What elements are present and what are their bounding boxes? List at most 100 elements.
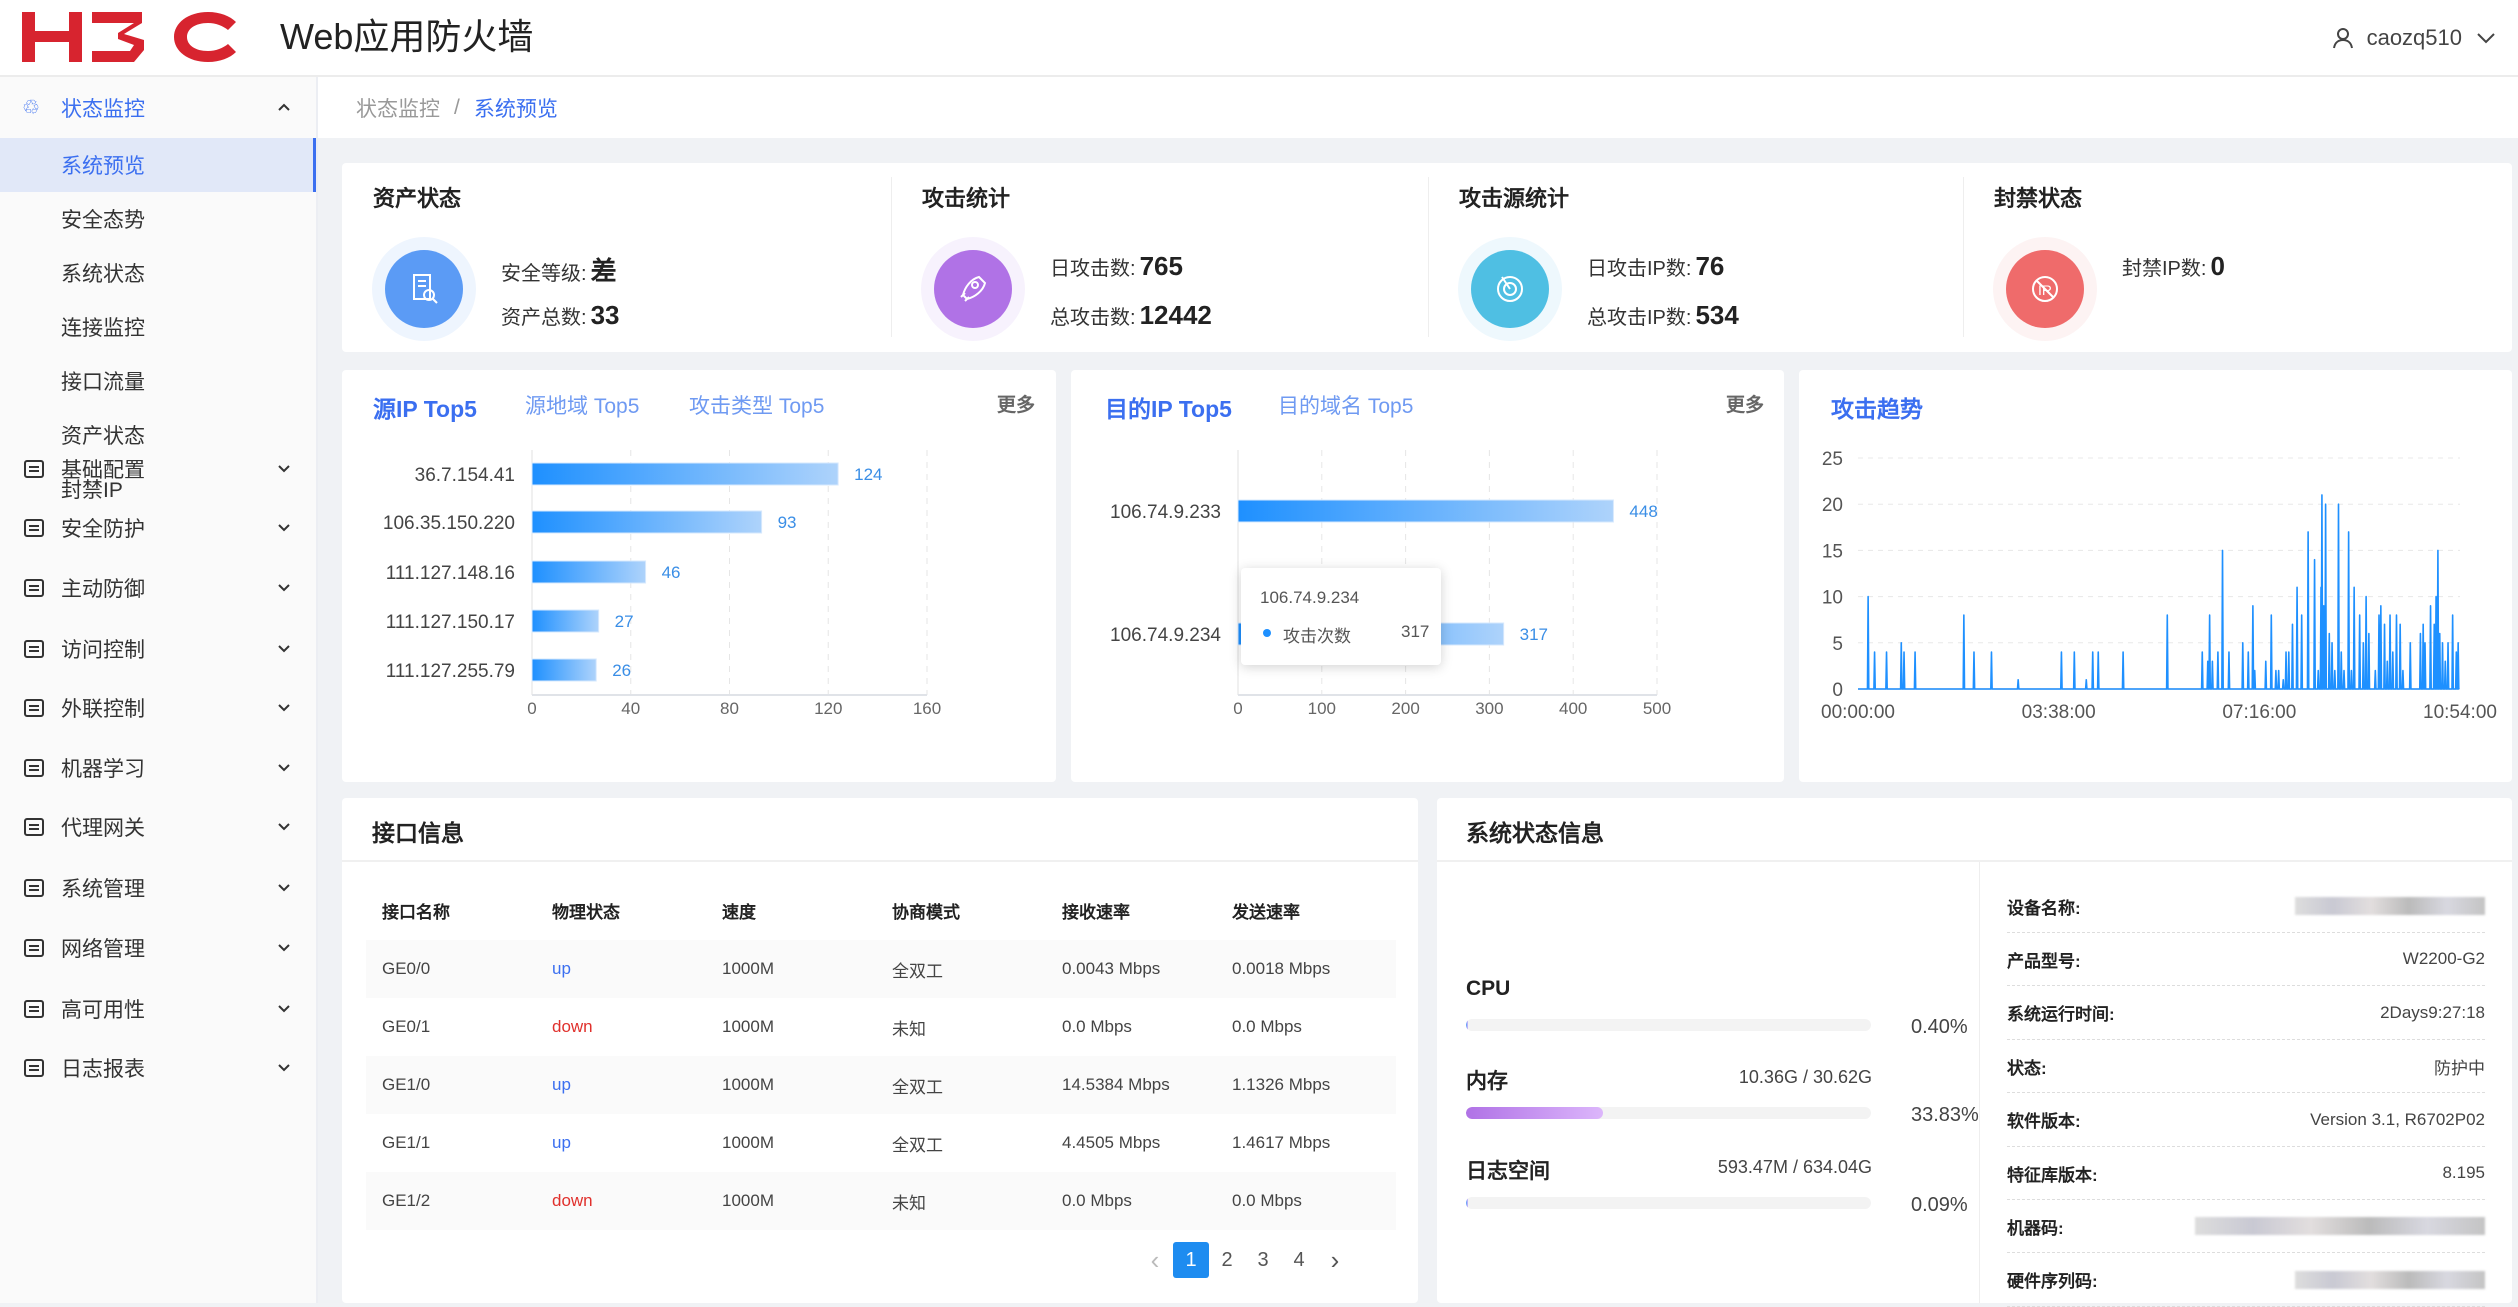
divider (1963, 177, 1964, 337)
table-cell: 14.5384 Mbps (1046, 1056, 1216, 1114)
column-header: 协商模式 (892, 902, 960, 922)
sidebar-group-label: 外联控制 (61, 698, 145, 721)
sidebar-group-0[interactable]: 基础配置 (0, 444, 316, 494)
sidebar-group-status-monitor[interactable]: ♲ 状态监控 (0, 77, 316, 138)
sidebar-item-label: 安全态势 (61, 209, 145, 232)
target-icon (24, 699, 44, 717)
info-label: 硬件序列码: (2007, 1272, 2098, 1292)
more-link[interactable]: 更多 (997, 395, 1036, 416)
info-row: 设备名称: (2007, 880, 2485, 933)
bar[interactable] (531, 658, 597, 682)
table-cell: 1000M (706, 1056, 876, 1114)
sidebar-group-5[interactable]: 机器学习 (0, 743, 316, 793)
summary-icon-halo: IR (1993, 237, 2097, 341)
page-3-button[interactable]: 3 (1257, 1248, 1269, 1271)
sidebar-item-label: 资产状态 (61, 425, 145, 448)
divider (342, 860, 1418, 862)
bar[interactable] (531, 462, 839, 486)
bar[interactable] (531, 560, 647, 584)
bar[interactable] (1237, 499, 1614, 523)
divider (1979, 862, 1980, 1303)
chart-tooltip: 106.74.9.234 攻击次数 317 (1241, 568, 1441, 665)
info-label: 机器码: (2007, 1218, 2064, 1238)
column-header: 接口名称 (382, 902, 450, 922)
summary-title: 资产状态 (373, 186, 462, 211)
sidebar-item-3[interactable]: 连接监控 (0, 300, 316, 354)
bar-value-label: 93 (778, 513, 797, 532)
redacted-value (2295, 897, 2485, 915)
category-label: 111.127.148.16 (386, 563, 515, 584)
info-value: 8.195 (2442, 1163, 2485, 1182)
chevron-down-icon (278, 764, 290, 772)
bar[interactable] (531, 510, 763, 534)
tab-source-ip-top5[interactable]: 源IP Top5 (373, 396, 477, 422)
info-label: 设备名称: (2007, 898, 2081, 918)
more-link[interactable]: 更多 (1726, 395, 1765, 416)
info-label: 状态: (2007, 1058, 2047, 1078)
tab-dest-ip-top5[interactable]: 目的IP Top5 (1105, 396, 1232, 422)
sidebar-group-8[interactable]: 网络管理 (0, 923, 316, 973)
summary-icon-halo (921, 237, 1025, 341)
tab-attack-type-top5[interactable]: 攻击类型 Top5 (689, 395, 825, 418)
user-menu[interactable]: caozq510 (2332, 18, 2496, 58)
info-row: 软件版本: Version 3.1, R6702P02 (2007, 1094, 2485, 1147)
sidebar-item-6[interactable]: 封禁IP (0, 462, 316, 516)
column-header: 物理状态 (552, 902, 620, 922)
x-tick-label: 03:38:00 (2022, 702, 2096, 723)
table-cell: 1000M (706, 940, 876, 998)
sidebar-group-6[interactable]: 代理网关 (0, 802, 316, 852)
chevron-down-icon (278, 823, 290, 831)
tab-source-region-top5[interactable]: 源地域 Top5 (525, 395, 640, 418)
sidebar-group-3[interactable]: 访问控制 (0, 624, 316, 674)
resource-progress-bar (1466, 1019, 1871, 1031)
page-4-button[interactable]: 4 (1293, 1248, 1305, 1271)
category-label: 111.127.255.79 (386, 661, 515, 682)
sidebar-group-10[interactable]: 日志报表 (0, 1043, 316, 1093)
resource-percent: 33.83% (1911, 1104, 1979, 1126)
sidebar-item-0[interactable]: 系统预览 (0, 138, 316, 192)
summary-stat: 日攻击IP数: 76 (1587, 251, 1724, 282)
sidebar-group-label: 系统管理 (61, 878, 145, 901)
summary-title: 攻击源统计 (1459, 186, 1570, 211)
tooltip-series-dot (1263, 629, 1271, 637)
sidebar-group-1[interactable]: 安全防护 (0, 503, 316, 553)
gateway-icon (24, 818, 44, 836)
source-ip-bar-chart: 0 40 80 120 160 36.7.154.41 124 106.35.150.220 9… (383, 450, 941, 718)
sidebar-item-label: 系统状态 (61, 263, 145, 286)
x-tick-label: 300 (1475, 699, 1503, 718)
table-cell: GE1/2 (366, 1172, 536, 1230)
sidebar-group-7[interactable]: 系统管理 (0, 863, 316, 913)
table-header-row: 接口名称 物理状态 速度 协商模式 接收速率 发送速率 (366, 880, 1396, 940)
table-row: GE0/0 up 1000M 全双工 0.0043 Mbps 0.0018 Mbps (366, 940, 1396, 998)
table-cell: 0.0 Mbps (1216, 1172, 1396, 1230)
sidebar-item-4[interactable]: 接口流量 (0, 354, 316, 408)
sidebar-item-2[interactable]: 系统状态 (0, 246, 316, 300)
flow-icon (24, 759, 44, 777)
page-2-button[interactable]: 2 (1221, 1248, 1233, 1271)
stat-value: 534 (1695, 300, 1739, 330)
breadcrumb-parent[interactable]: 状态监控 (356, 97, 440, 121)
stat-label: 安全等级: (501, 263, 587, 285)
sidebar-group-9[interactable]: 高可用性 (0, 984, 316, 1034)
top-header: Web应用防火墙 caozq510 (0, 0, 2518, 77)
table-cell: 0.0 Mbps (1232, 1017, 1302, 1036)
chevron-down-icon (278, 465, 290, 473)
ha-nodes-icon (24, 1000, 44, 1018)
sidebar-group-4[interactable]: 外联控制 (0, 683, 316, 733)
stat-value: 差 (590, 256, 617, 286)
next-page-button[interactable]: › (1330, 1244, 1340, 1275)
summary-stat: 安全等级: 差 (501, 251, 617, 288)
sidebar-item-5[interactable]: 资产状态 (0, 408, 316, 462)
bar-value-label: 46 (662, 563, 681, 582)
sidebar-group-2[interactable]: 主动防御 (0, 563, 316, 613)
page-1-button[interactable]: 1 (1173, 1242, 1209, 1278)
bar[interactable] (531, 609, 600, 633)
tab-dest-domain-top5[interactable]: 目的域名 Top5 (1278, 395, 1414, 418)
stat-value: 33 (590, 300, 620, 330)
prev-page-button[interactable]: ‹ (1150, 1244, 1160, 1275)
pagination: ‹ 1 2 3 4 › (1137, 1242, 1353, 1278)
sidebar-item-1[interactable]: 安全态势 (0, 192, 316, 246)
chevron-down-icon (278, 645, 290, 653)
sidebar-item-label: 接口流量 (61, 371, 145, 394)
sidebar-item-label: 连接监控 (61, 317, 145, 340)
